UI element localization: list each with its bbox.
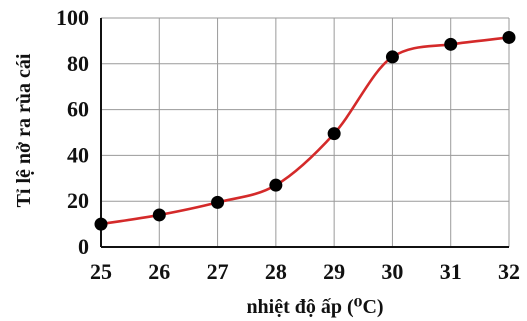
y-tick-label: 80	[67, 51, 89, 76]
data-points	[94, 30, 516, 231]
x-tick-label: 26	[148, 259, 170, 284]
y-tick-labels: 0 20 40 60 80 100	[56, 5, 89, 259]
y-axis-title: Tỉ lệ nở ra rùa cái	[13, 53, 35, 207]
data-point	[502, 30, 516, 44]
data-point	[94, 217, 108, 231]
x-tick-label: 32	[498, 259, 520, 284]
x-tick-label: 28	[265, 259, 287, 284]
x-tick-label: 29	[323, 259, 345, 284]
x-tick-label: 27	[207, 259, 229, 284]
x-tick-label: 30	[381, 259, 403, 284]
axes	[100, 18, 509, 248]
series-line	[100, 36, 510, 226]
data-point	[385, 50, 399, 64]
y-tick-label: 100	[56, 5, 89, 30]
y-tick-label: 20	[67, 188, 89, 213]
data-point	[269, 178, 283, 192]
x-tick-label: 31	[440, 259, 462, 284]
data-point	[444, 37, 458, 51]
data-point	[211, 195, 225, 209]
y-tick-label: 60	[67, 97, 89, 122]
x-tick-label: 25	[90, 259, 112, 284]
x-tick-labels: 25 26 27 28 29 30 31 32	[90, 259, 520, 284]
y-tick-label: 40	[67, 142, 89, 167]
data-point	[152, 208, 166, 222]
x-axis-title: nhiệt độ ấp (⁰C)	[246, 296, 383, 318]
y-tick-label: 0	[78, 234, 89, 259]
data-point	[327, 127, 341, 141]
